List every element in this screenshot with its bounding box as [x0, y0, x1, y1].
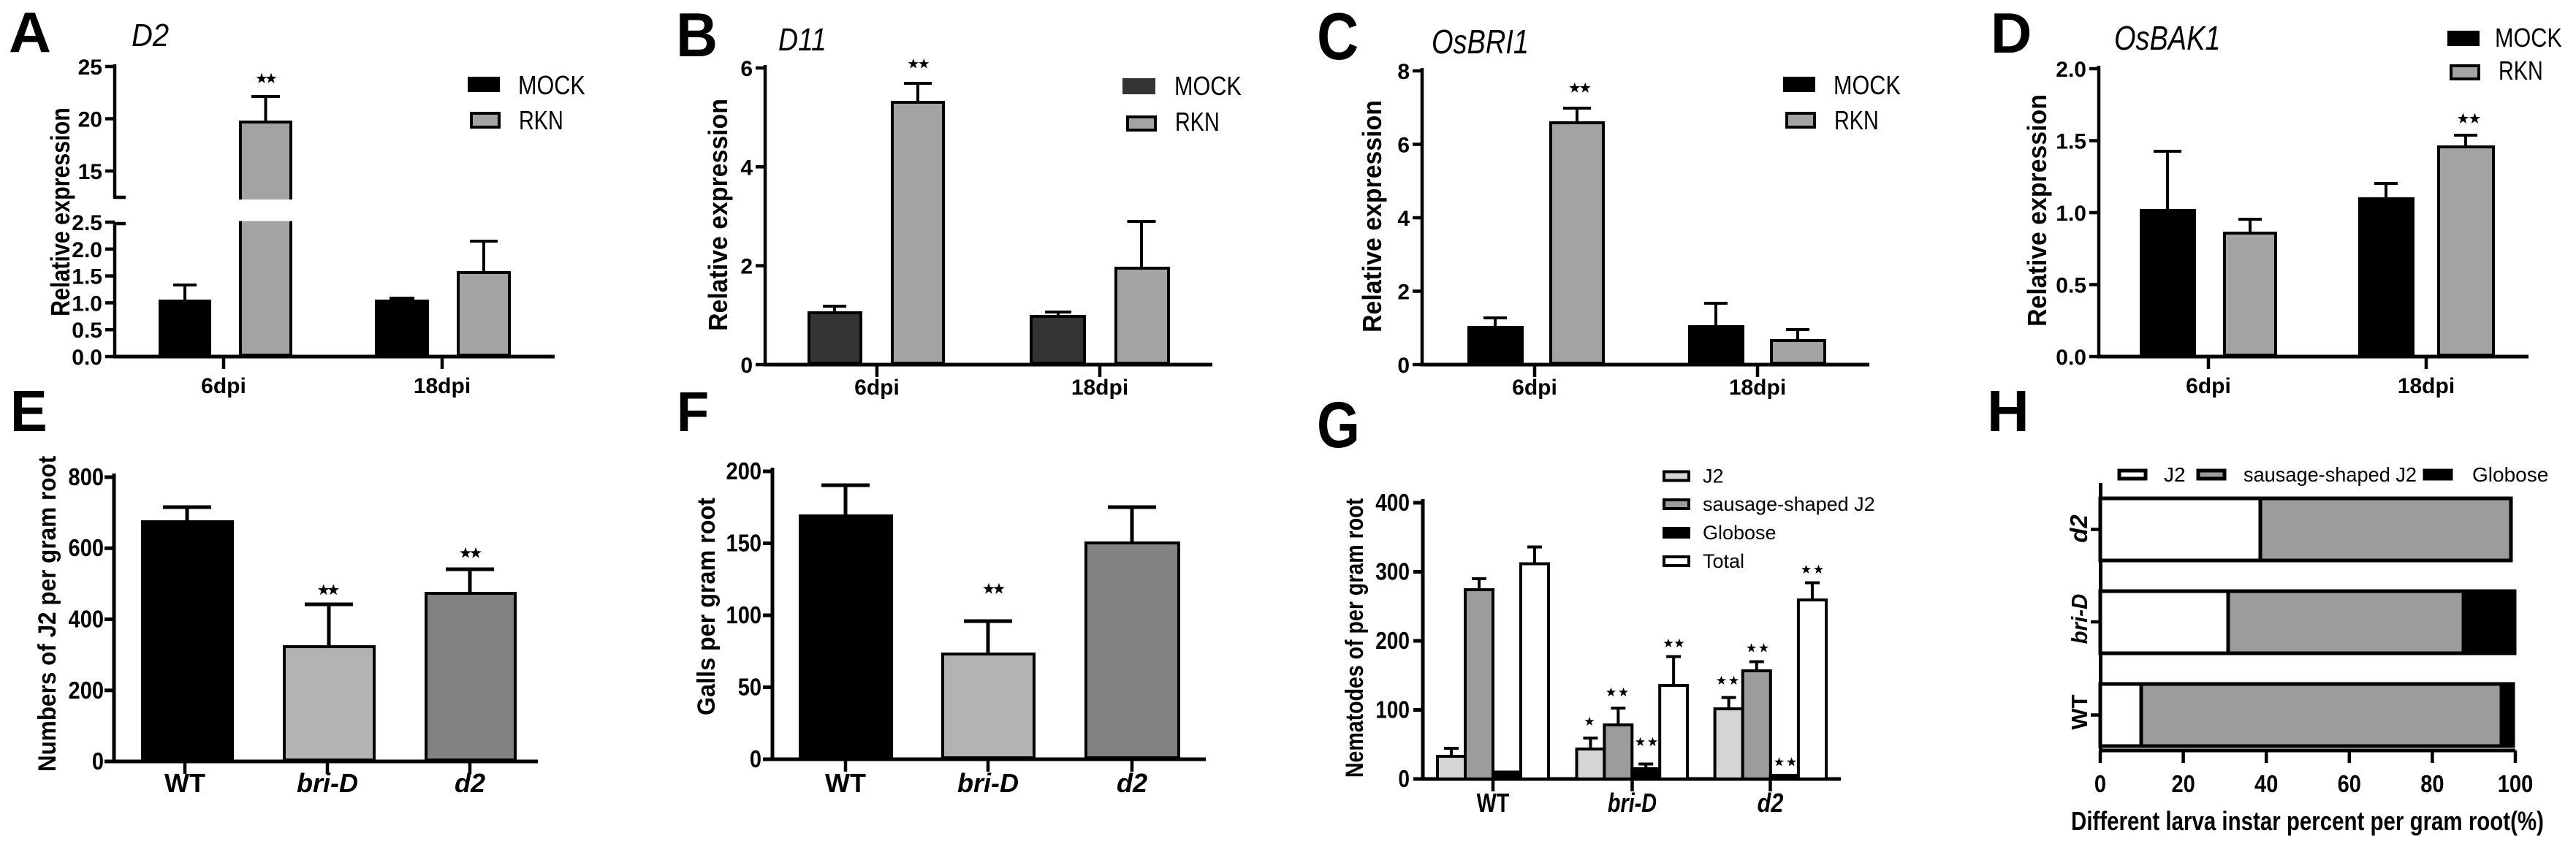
svg-text:Galls per gram root: Galls per gram root: [693, 498, 721, 715]
svg-text:2: 2: [740, 255, 753, 279]
svg-text:25: 25: [78, 56, 102, 80]
svg-text:WT: WT: [2067, 694, 2092, 729]
svg-text:2: 2: [1397, 281, 1410, 305]
svg-text:300: 300: [1375, 558, 1410, 585]
svg-text:Relative expression: Relative expression: [2023, 94, 2052, 327]
svg-text:200: 200: [69, 677, 104, 704]
svg-text:0: 0: [1397, 354, 1410, 378]
svg-text:A: A: [9, 0, 51, 64]
svg-text:sausage-shaped J2: sausage-shaped J2: [1703, 493, 1875, 515]
svg-text:50: 50: [738, 674, 761, 701]
svg-text:Nematodes of per gram root: Nematodes of per gram root: [1341, 498, 1369, 778]
svg-text:18dpi: 18dpi: [1071, 376, 1128, 400]
svg-text:60: 60: [2338, 770, 2361, 797]
svg-text:d2: d2: [1758, 789, 1784, 818]
svg-text:150: 150: [726, 530, 761, 557]
svg-text:MOCK: MOCK: [518, 72, 585, 101]
svg-text:RKN: RKN: [2499, 56, 2543, 85]
svg-text:100: 100: [2498, 770, 2533, 797]
svg-text:MOCK: MOCK: [1834, 72, 1901, 101]
svg-text:Different larva instar percent: Different larva instar percent per gram …: [2071, 806, 2544, 835]
svg-text:6dpi: 6dpi: [201, 374, 246, 398]
svg-text:1.5: 1.5: [2056, 130, 2086, 154]
svg-text:400: 400: [69, 606, 104, 633]
svg-text:0.5: 0.5: [2056, 274, 2086, 298]
svg-text:D11: D11: [778, 21, 827, 58]
svg-text:G: G: [1317, 388, 1360, 461]
svg-text:6: 6: [740, 57, 753, 81]
svg-text:15: 15: [78, 160, 102, 184]
svg-text:J2: J2: [2164, 463, 2186, 486]
svg-text:RKN: RKN: [1175, 107, 1220, 137]
svg-text:200: 200: [726, 457, 761, 484]
svg-text:18dpi: 18dpi: [2398, 374, 2455, 398]
svg-text:Globose: Globose: [1703, 522, 1777, 544]
svg-text:200: 200: [1375, 628, 1410, 655]
svg-text:4: 4: [740, 156, 753, 180]
svg-text:40: 40: [2254, 770, 2278, 797]
svg-text:OsBAK1: OsBAK1: [2114, 20, 2221, 57]
svg-text:bri-D: bri-D: [1608, 788, 1657, 818]
svg-text:WT: WT: [1477, 788, 1510, 818]
svg-text:2.0: 2.0: [72, 238, 102, 262]
svg-text:C: C: [1317, 0, 1359, 74]
svg-text:RKN: RKN: [519, 105, 563, 135]
svg-text:d2: d2: [2065, 514, 2092, 543]
svg-text:100: 100: [726, 601, 761, 628]
svg-text:Relative expression: Relative expression: [1358, 100, 1387, 332]
svg-text:Relative expression: Relative expression: [47, 107, 76, 316]
svg-text:6dpi: 6dpi: [854, 376, 900, 400]
svg-text:6dpi: 6dpi: [2186, 374, 2231, 398]
svg-text:bri-D: bri-D: [957, 768, 1019, 798]
svg-text:Total: Total: [1703, 550, 1744, 572]
svg-text:20: 20: [2171, 770, 2195, 797]
svg-text:0: 0: [2094, 770, 2106, 797]
svg-text:2.0: 2.0: [2056, 58, 2086, 82]
svg-text:d2: d2: [1117, 768, 1147, 798]
svg-text:600: 600: [69, 534, 104, 561]
svg-text:bri-D: bri-D: [297, 768, 358, 798]
svg-text:1.0: 1.0: [2056, 202, 2086, 226]
svg-text:0: 0: [740, 354, 753, 378]
svg-text:Relative expression: Relative expression: [704, 99, 733, 331]
svg-text:6: 6: [1397, 134, 1410, 158]
svg-text:MOCK: MOCK: [2495, 24, 2562, 53]
svg-text:WT: WT: [164, 768, 205, 798]
svg-text:Numbers of J2 per gram root: Numbers of J2 per gram root: [33, 456, 61, 772]
svg-text:d2: d2: [455, 768, 485, 798]
svg-text:D: D: [1991, 1, 2032, 65]
svg-text:0: 0: [750, 745, 761, 772]
svg-text:0.5: 0.5: [72, 319, 102, 343]
svg-text:6dpi: 6dpi: [1512, 376, 1557, 400]
svg-text:4: 4: [1397, 207, 1410, 231]
svg-text:2.5: 2.5: [72, 211, 102, 235]
svg-text:800: 800: [69, 463, 104, 490]
svg-text:D2: D2: [132, 17, 169, 53]
svg-text:400: 400: [1375, 490, 1410, 517]
svg-text:0: 0: [92, 748, 104, 775]
svg-text:100: 100: [1375, 696, 1410, 723]
svg-text:bri-D: bri-D: [2067, 594, 2092, 645]
svg-text:E: E: [10, 378, 48, 444]
svg-text:H: H: [1987, 379, 2029, 444]
svg-text:J2: J2: [1703, 465, 1724, 487]
svg-text:B: B: [676, 1, 718, 69]
svg-text:18dpi: 18dpi: [1729, 376, 1786, 400]
svg-text:18dpi: 18dpi: [414, 374, 471, 398]
svg-text:MOCK: MOCK: [1174, 72, 1242, 102]
svg-text:sausage-shaped J2: sausage-shaped J2: [2243, 463, 2417, 486]
svg-text:8: 8: [1397, 60, 1410, 84]
svg-text:1.5: 1.5: [72, 265, 102, 289]
svg-text:OsBRI1: OsBRI1: [1432, 23, 1529, 61]
svg-text:0.0: 0.0: [2056, 346, 2086, 370]
svg-text:WT: WT: [825, 768, 866, 798]
svg-text:80: 80: [2420, 770, 2444, 797]
svg-text:F: F: [677, 380, 709, 444]
svg-text:20: 20: [78, 108, 102, 132]
svg-text:1.0: 1.0: [72, 292, 102, 316]
svg-text:0: 0: [1398, 766, 1410, 793]
svg-text:Globose: Globose: [2472, 463, 2548, 486]
svg-text:0.0: 0.0: [72, 346, 102, 370]
svg-text:RKN: RKN: [1834, 105, 1879, 135]
